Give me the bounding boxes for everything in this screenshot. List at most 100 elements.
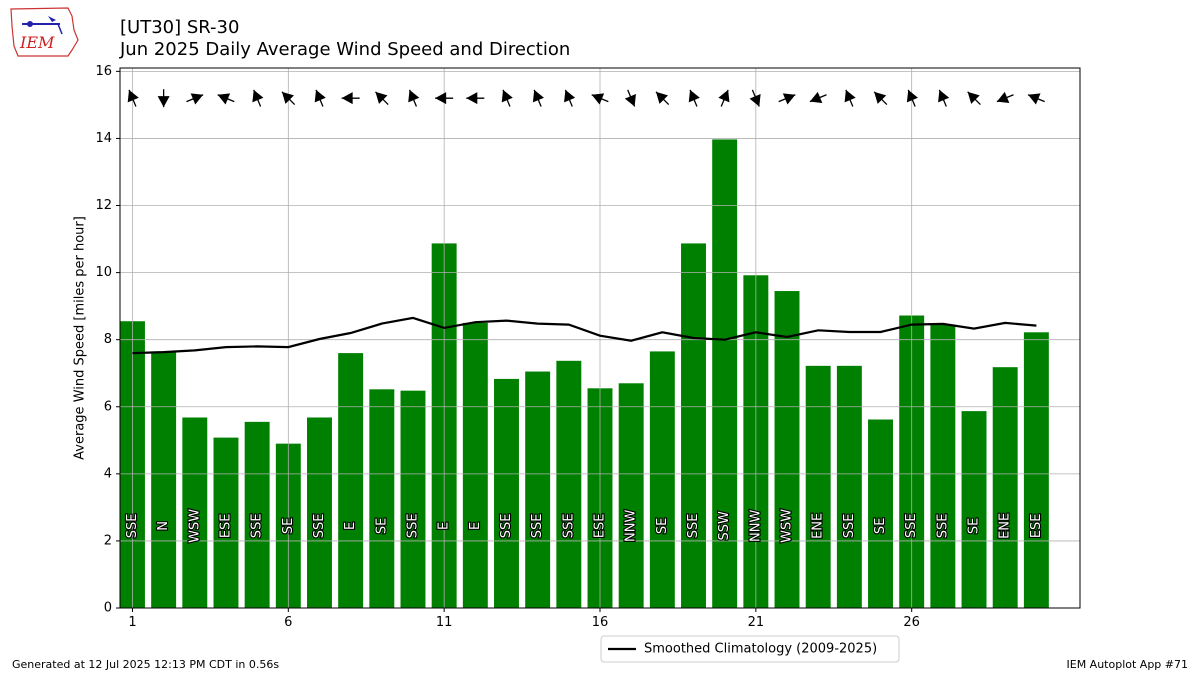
y-tick-label: 12	[95, 198, 112, 213]
x-tick-label: 21	[748, 615, 765, 630]
wind-arrow-day-27	[938, 89, 950, 107]
wind-arrow-day-8	[341, 92, 360, 105]
wind-arrow-day-1	[127, 89, 139, 107]
wind-arrow-head	[217, 93, 231, 105]
direction-label: WSW	[780, 509, 795, 543]
direction-label: SE	[873, 518, 888, 534]
wind-arrow-head	[281, 91, 294, 104]
wind-arrow-head	[782, 93, 796, 105]
wind-arrow-head	[844, 89, 856, 103]
x-tick-label: 26	[903, 615, 920, 630]
direction-label: SE	[281, 518, 296, 534]
direction-label: E	[437, 522, 452, 530]
wind-arrow-head	[466, 92, 478, 105]
wind-arrow-day-4	[217, 93, 235, 105]
direction-label: SE	[655, 518, 670, 534]
wind-arrow-head	[157, 96, 170, 108]
wind-arrow-head	[501, 89, 513, 103]
direction-label: SE	[967, 518, 982, 534]
legend-label: Smoothed Climatology (2009-2025)	[644, 642, 877, 657]
x-tick-label: 16	[592, 615, 609, 630]
wind-arrow-day-11	[435, 92, 454, 105]
wind-arrow-day-26	[906, 89, 918, 107]
wind-arrow-head	[874, 91, 887, 104]
wind-arrow-head	[408, 89, 420, 103]
bar-day-29	[992, 367, 1018, 608]
wind-arrow-head	[314, 89, 326, 103]
bar-day-9	[369, 389, 395, 608]
wind-arrow-day-29	[996, 91, 1014, 103]
y-tick-label: 2	[104, 533, 112, 548]
y-tick-label: 16	[95, 64, 112, 79]
wind-arrow-day-19	[688, 89, 700, 107]
y-tick-label: 8	[104, 332, 112, 347]
wind-arrow-day-9	[374, 91, 389, 106]
wind-arrow-head	[252, 89, 264, 103]
wind-arrow-day-25	[873, 91, 888, 106]
direction-label: ESE	[593, 513, 608, 538]
direction-label: SSE	[842, 513, 857, 538]
wind-arrow-head	[1028, 93, 1041, 105]
bar-day-25	[868, 419, 893, 608]
bar-day-15	[556, 360, 582, 608]
wind-arrow-day-22	[778, 93, 796, 105]
bar-day-12	[462, 322, 488, 608]
bar-day-4	[213, 437, 239, 608]
wind-arrow-day-10	[408, 89, 420, 107]
wind-arrow-head	[906, 89, 918, 103]
direction-label: SSE	[312, 513, 327, 538]
direction-label: E	[468, 522, 483, 530]
bar-day-22	[774, 291, 800, 608]
direction-label: SSE	[561, 513, 576, 538]
wind-arrow-head	[749, 94, 761, 107]
wind-arrow-day-28	[967, 91, 981, 106]
footer-app: IEM Autoplot App #71	[1066, 658, 1189, 671]
direction-label: SSE	[405, 513, 420, 538]
wind-arrow-day-30	[1027, 93, 1045, 105]
footer-generated: Generated at 12 Jul 2025 12:13 PM CDT in…	[12, 658, 280, 671]
wind-arrow-head	[375, 91, 388, 104]
bar-day-14	[525, 371, 551, 608]
bar-day-3	[182, 417, 208, 608]
direction-label: SSE	[686, 513, 701, 538]
direction-label: SSE	[935, 513, 950, 538]
direction-label: NNW	[624, 510, 639, 542]
x-tick-label: 6	[284, 615, 292, 630]
direction-label: SSW	[717, 511, 732, 541]
wind-arrow-head	[624, 94, 636, 107]
direction-label: ENE	[998, 513, 1013, 539]
iem-logo: IEM	[8, 6, 80, 64]
y-tick-label: 4	[104, 466, 112, 481]
wind-arrow-day-12	[466, 92, 485, 105]
wind-arrow-day-18	[655, 91, 670, 106]
bar-day-10	[400, 390, 426, 608]
wind-arrow-head	[688, 89, 700, 103]
direction-label: SSE	[904, 513, 919, 538]
wind-arrow-day-6	[281, 91, 296, 106]
wind-arrow-day-15	[564, 89, 576, 107]
bar-day-2	[151, 351, 177, 608]
direction-label: SSE	[125, 513, 140, 538]
direction-label: NNW	[748, 510, 763, 542]
y-tick-label: 6	[104, 399, 112, 414]
wind-arrow-head	[190, 93, 204, 105]
direction-label: ENE	[811, 513, 826, 539]
bar-day-18	[649, 351, 675, 608]
wind-arrow-day-5	[252, 89, 264, 107]
wind-arrow-head	[655, 91, 668, 104]
wind-arrow-head	[967, 91, 980, 104]
wind-arrow-day-2	[157, 89, 170, 108]
bar-day-5	[244, 421, 270, 608]
legend-box	[600, 635, 900, 663]
bar-day-13	[494, 378, 519, 608]
wind-arrow-day-17	[624, 89, 636, 107]
direction-label: SE	[374, 518, 389, 534]
bar-day-20	[712, 139, 738, 609]
wind-arrow-head	[532, 89, 544, 103]
bar-day-17	[618, 383, 644, 608]
bar-day-8	[338, 353, 364, 608]
wind-arrow-day-21	[749, 89, 761, 107]
wind-arrow-day-14	[532, 89, 544, 107]
y-tick-label: 0	[104, 601, 112, 616]
climatology-line	[132, 316, 1037, 355]
